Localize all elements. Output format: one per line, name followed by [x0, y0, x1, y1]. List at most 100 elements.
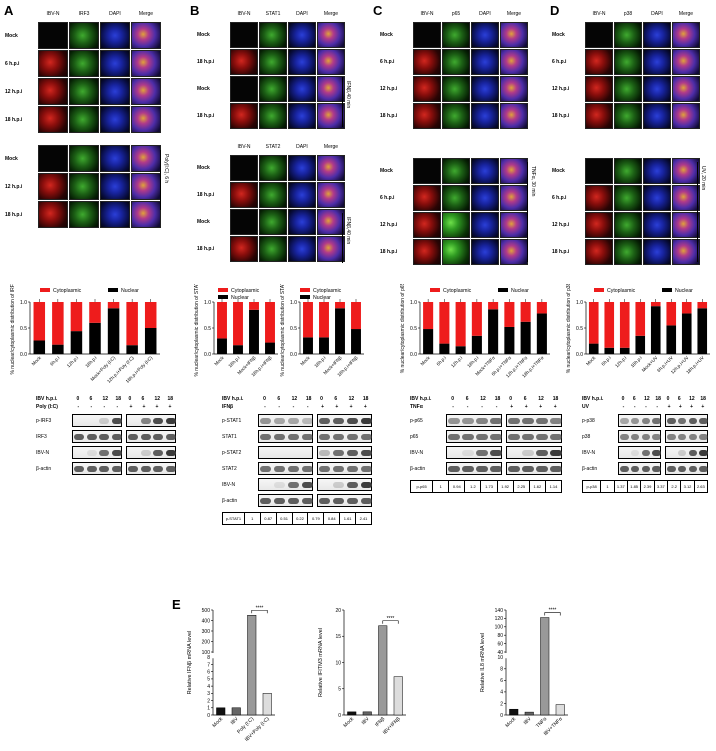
blot-B-quant-cell-2: 0.87: [259, 513, 276, 524]
micro-D-tile-0-1-2: [643, 49, 671, 75]
stack-chart-B1: 0.0 0.5 1.0 % nuclear/cytoplasmic distribut…: [194, 284, 278, 377]
stack-B1-legend-cyto-swatch: [218, 288, 228, 292]
blot-C-strip-3-1: [506, 462, 562, 475]
micro-C-tile-0-0-0: [413, 22, 441, 48]
stack-C-ytick-label: 0.5: [410, 326, 417, 332]
blot-C-band: [508, 434, 520, 440]
blot-C-band: [508, 466, 520, 472]
micro-C-tile-1-3-3: [500, 239, 528, 265]
stack-A-ytick-label: 0.0: [20, 352, 27, 358]
blot-B-band: [274, 482, 286, 488]
blot-C-lane-3: 18: [494, 396, 501, 402]
stack-A-bar-nuclear: [126, 345, 138, 354]
blot-D-band: [652, 450, 661, 456]
stack-C-xtick-label: Mock: [420, 355, 432, 367]
blot-D-lane-2: 12: [644, 396, 650, 402]
blot-C-rowlabel-2: IBV-N: [410, 450, 424, 456]
blot-B-treat-1: -: [278, 404, 281, 410]
stack-D-legend-nuc: Nuclear: [675, 288, 693, 294]
panel-label-c: C: [373, 3, 383, 18]
micro-C-tile-1-3-1: [442, 239, 470, 265]
blot-D-quant-cell-4: 2.39: [640, 481, 653, 492]
micro-B-tile-0-3-2: [288, 103, 316, 129]
blot-B-band: [260, 434, 272, 440]
blot-B-band: [360, 450, 372, 456]
blot-B-band: [274, 498, 286, 504]
micro-D-header-0: IBV-N: [592, 11, 606, 17]
stack-B1-bar-nuclear: [249, 309, 259, 354]
blot-A-band: [86, 466, 97, 472]
mrna-E3-ytick-label: 4: [500, 690, 503, 696]
blot-B-band: [333, 418, 345, 424]
micro-D-tile-1-3-1: [614, 239, 642, 265]
blot-C-hdr1: IBV h.p.i.: [410, 396, 432, 402]
blot-D-hdr1: IBV h.p.i.: [582, 396, 604, 402]
blot-A-strip-2-1: [126, 446, 176, 459]
stack-D-bar-cytoplasmic: [588, 302, 599, 344]
mrna-E1-ytick-label: 4: [207, 684, 210, 690]
micro-B-header-3: Merge: [323, 144, 339, 150]
micro-D-tile-0-3-0: [585, 103, 613, 129]
blot-D-band: [688, 434, 698, 440]
blot-B-band: [319, 498, 331, 504]
stack-B2-bar-cytoplasmic: [319, 302, 329, 338]
micro-B-rowlabel-1-1: 18 h.p.i: [197, 192, 215, 198]
micro-C-tile-1-2-3: [500, 212, 528, 238]
distribution-charts: 0.0 0.5 1.0 % nuclear/cytoplasmic distribut…: [10, 284, 710, 384]
micro-B-header-2: DAPI: [296, 11, 308, 17]
blot-B-band: [287, 434, 299, 440]
blot-B-strip-0-1: [317, 414, 372, 427]
micro-C-tile-0-1-0: [413, 49, 441, 75]
blot-C-band: [490, 418, 502, 424]
micro-D-tile-1-0-0: [585, 158, 613, 184]
micro-C-rowlabel-0-1: 6 h.p.i: [380, 59, 395, 65]
blot-C-quant-cell-3: 1.2: [464, 481, 480, 492]
blot-D-lane-1: 6: [632, 396, 636, 402]
mrna-E3-sig-label: ****: [549, 608, 557, 614]
blot-C-lane-0: 0: [451, 396, 455, 402]
blot-B-band: [319, 434, 331, 440]
panel-label-e: E: [172, 597, 181, 612]
stack-D-xtick-label: 12h.p.i: [614, 355, 627, 368]
blot-D-band: [699, 434, 708, 440]
micro-D-tile-0-3-3: [672, 103, 700, 129]
micro-B-header-0: IBV-N: [237, 144, 251, 150]
micro-C-tile-0-3-1: [442, 103, 470, 129]
stack-C-bar-cytoplasmic: [471, 302, 482, 336]
blot-D-band: [652, 418, 661, 424]
stack-A-xtick-label: 18h.p.i: [84, 355, 97, 368]
micro-A-tile-0-2-1: [69, 78, 99, 105]
blot-B-quant-cell-5: 0.79: [307, 513, 323, 524]
blot-B-band: [301, 482, 313, 488]
stack-C-bar-cytoplasmic: [536, 302, 547, 314]
stack-A-ytick-label: 0.5: [20, 326, 27, 332]
blot-A-treat-0: -: [77, 404, 80, 410]
micro-D-tile-1-0-3: [672, 158, 700, 184]
micro-A-tile-0-3-1: [69, 106, 99, 133]
stack-B2-legend-nuc-swatch: [300, 295, 310, 299]
mrna-E3-ytick-label: 120: [495, 616, 504, 622]
blot-C-band: [522, 434, 534, 440]
mrna-E1-ytick-label: 1: [207, 706, 210, 712]
micro-C-tile-1-0-3: [500, 158, 528, 184]
blot-B-band: [346, 498, 358, 504]
blot-D-hdr2: UV: [582, 404, 589, 410]
mrna-E2-xtick-label: Mock: [342, 716, 355, 729]
micro-B-tile-0-1-1: [259, 49, 287, 75]
blot-A-band: [99, 466, 110, 472]
micro-A-tile-0-1-2: [100, 50, 130, 77]
blot-B-hdr2: IFNβ: [222, 404, 234, 410]
blot-B-band: [301, 418, 313, 424]
micro-A-tile-0-0-2: [100, 22, 130, 49]
blot-B-treat-5: +: [335, 404, 339, 410]
blot-D-band: [688, 450, 698, 456]
mrna-E1-xtick-label: Mock: [211, 716, 224, 729]
blot-A-lane-5: 6: [141, 396, 145, 402]
blot-D-band: [641, 434, 651, 440]
micro-C-tile-0-0-3: [500, 22, 528, 48]
blot-B-quant-cell-6: 0.84: [323, 513, 339, 524]
blot-C-lane-2: 12: [480, 396, 486, 402]
blot-D-strip-3-1: [665, 462, 708, 475]
panel-label-d: D: [550, 3, 560, 18]
blot-A-strip-1-0: [72, 430, 122, 443]
